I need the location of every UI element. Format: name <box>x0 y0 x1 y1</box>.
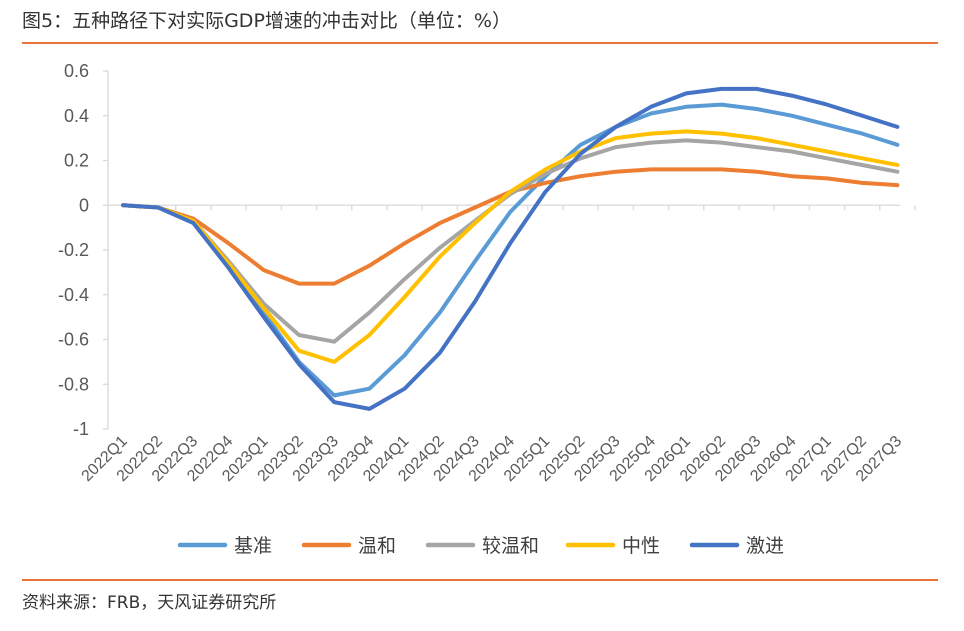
y-axis: 0.6 0.4 0.2 0 -0.2 -0.4 -0.6 -0.8 -1 <box>58 61 109 439</box>
y-tick-label: -0.6 <box>58 330 89 350</box>
legend-label: 较温和 <box>482 535 539 557</box>
figure-title: 图5：五种路径下对实际GDP增速的冲击对比（单位：%） <box>22 10 511 32</box>
series-layer <box>121 86 900 411</box>
y-tick-label: -0.8 <box>58 374 89 394</box>
legend-label: 中性 <box>622 535 660 557</box>
legend: 基准 温和 较温和 中性 激进 <box>177 535 784 557</box>
y-tick-label: 0.4 <box>64 106 89 126</box>
series-line-4 <box>121 129 900 364</box>
title-divider <box>22 42 938 44</box>
y-tick-label: -0.4 <box>58 285 89 305</box>
y-tick-label: 0 <box>79 195 89 215</box>
x-axis: 2022Q12022Q22022Q32022Q42023Q12023Q22023… <box>79 204 916 485</box>
y-tick-label: -1 <box>73 419 89 439</box>
series-line-5 <box>121 86 900 411</box>
series-line-2 <box>121 167 900 286</box>
series-line-1 <box>121 102 900 398</box>
figure-source: 资料来源：FRB，天风证券研究所 <box>22 593 277 613</box>
legend-label: 激进 <box>746 535 784 557</box>
y-tick-label: 0.6 <box>64 61 89 81</box>
y-tick-label: -0.2 <box>58 240 89 260</box>
line-chart: 0.6 0.4 0.2 0 -0.2 -0.4 -0.6 -0.8 -1 2022Q12022Q… <box>58 61 916 557</box>
legend-label: 温和 <box>358 535 396 557</box>
legend-label: 基准 <box>234 535 272 557</box>
source-divider <box>22 579 938 581</box>
y-tick-label: 0.2 <box>64 151 89 171</box>
